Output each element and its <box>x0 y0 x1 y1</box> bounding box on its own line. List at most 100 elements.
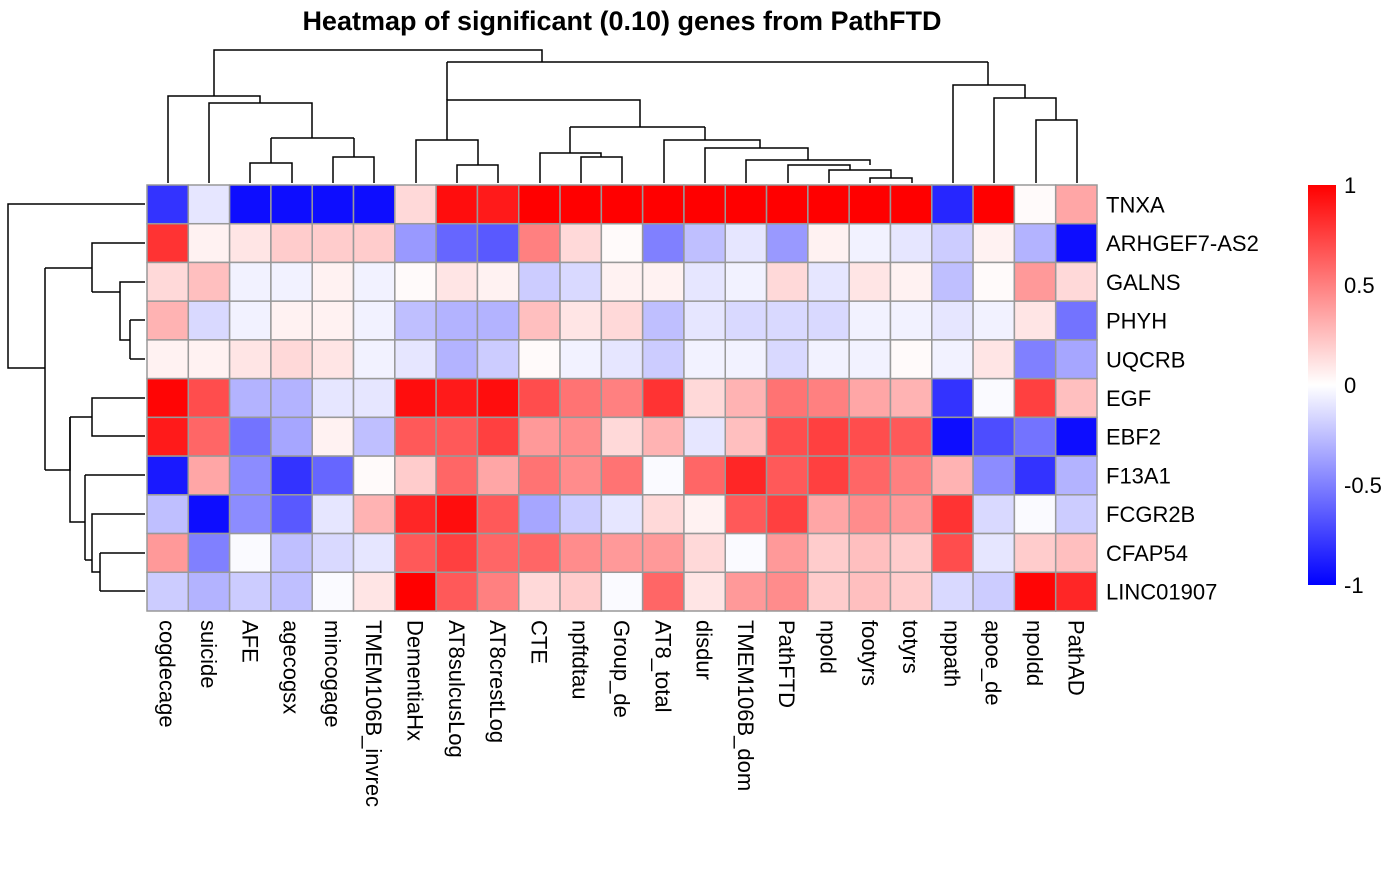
heat-cell <box>641 184 685 225</box>
column-label: apoe_de <box>981 620 1006 706</box>
heat-cell <box>724 377 768 419</box>
heat-cell <box>931 571 974 612</box>
heat-cell <box>683 571 727 612</box>
heat-cell <box>889 261 933 302</box>
heat-cell <box>559 455 603 496</box>
column-label: nppath <box>939 620 964 687</box>
heat-cell <box>146 339 190 380</box>
heat-cell <box>476 339 520 380</box>
heat-cell <box>228 571 272 612</box>
heat-cell <box>1054 571 1098 612</box>
heat-cell <box>972 184 1016 225</box>
heat-cell <box>931 184 974 225</box>
row-label: EBF2 <box>1106 425 1161 450</box>
heat-cell <box>600 339 644 380</box>
column-label: TMEM106B_invrec <box>361 620 386 807</box>
column-label: npold <box>816 620 841 674</box>
heat-cell <box>807 571 850 612</box>
heat-cell <box>848 532 892 574</box>
heat-cell <box>352 339 396 380</box>
heat-cell <box>889 377 933 419</box>
heat-cell <box>724 494 768 535</box>
heat-cell <box>476 494 520 535</box>
heat-cell <box>600 532 644 574</box>
heat-cell <box>931 377 974 419</box>
column-label: agecogsx <box>279 620 304 714</box>
column-label: PathAD <box>1063 620 1088 696</box>
heat-cell <box>807 300 850 341</box>
heat-cell <box>724 339 768 380</box>
heat-cell <box>559 494 603 535</box>
row-label: PHYH <box>1106 309 1167 334</box>
row-label: EGF <box>1106 386 1151 411</box>
heat-cell <box>765 494 809 535</box>
heat-cell <box>352 300 396 341</box>
heat-cell <box>724 184 768 225</box>
heat-cell <box>311 455 355 496</box>
heat-cell <box>352 494 396 535</box>
heat-cell <box>765 532 809 574</box>
heat-cell <box>889 571 933 612</box>
heat-cell <box>807 339 850 380</box>
heat-cell <box>394 571 437 612</box>
heat-cell <box>807 184 850 225</box>
heat-cell <box>270 300 313 341</box>
heat-cell <box>394 184 437 225</box>
heat-cell <box>931 339 974 380</box>
heat-cell <box>435 416 479 457</box>
heat-cell <box>765 377 809 419</box>
heat-cell <box>600 494 644 535</box>
heat-cell <box>889 339 933 380</box>
heat-cell <box>724 571 768 612</box>
heat-cell <box>146 532 190 574</box>
heat-cell <box>765 261 809 302</box>
heat-cell <box>931 494 974 535</box>
heat-cell <box>352 532 396 574</box>
heat-cell <box>765 300 809 341</box>
row-label: TNXA <box>1106 192 1165 217</box>
heat-cell <box>641 222 685 264</box>
heat-cell <box>228 532 272 574</box>
row-label: UQCRB <box>1106 347 1185 372</box>
heat-cell <box>187 339 231 380</box>
heat-cell <box>435 184 479 225</box>
heat-cell <box>889 455 933 496</box>
column-label: npoldd <box>1022 620 1047 686</box>
heat-cell <box>683 377 727 419</box>
heat-cell <box>765 455 809 496</box>
heat-cell <box>1054 184 1098 225</box>
heat-cell <box>765 571 809 612</box>
heat-cell <box>1013 377 1057 419</box>
heat-cell <box>600 416 644 457</box>
heat-cell <box>931 261 974 302</box>
row-label: F13A1 <box>1106 463 1171 488</box>
heat-cell <box>600 261 644 302</box>
heat-cell <box>559 261 603 302</box>
heat-cell <box>435 377 479 419</box>
heat-cell <box>848 494 892 535</box>
row-label: GALNS <box>1106 270 1181 295</box>
heat-cell <box>394 222 437 264</box>
column-label: TMEM106B_dom <box>733 620 758 791</box>
heat-cell <box>641 300 685 341</box>
heat-cell <box>600 184 644 225</box>
row-label: FCGR2B <box>1106 502 1195 527</box>
heat-cell <box>476 532 520 574</box>
heat-cell <box>1013 184 1057 225</box>
heat-cell <box>146 261 190 302</box>
heat-cell <box>1054 339 1098 380</box>
heat-cell <box>352 184 396 225</box>
heat-cell <box>972 416 1016 457</box>
heat-cell <box>394 339 437 380</box>
heat-cell <box>600 571 644 612</box>
heat-cell <box>146 222 190 264</box>
heat-cell <box>972 339 1016 380</box>
heat-cell <box>889 532 933 574</box>
heat-cell <box>228 222 272 264</box>
heat-cell <box>848 300 892 341</box>
heat-cell <box>228 494 272 535</box>
heat-cell <box>724 261 768 302</box>
column-label: totyrs <box>898 620 923 674</box>
heat-cell <box>435 571 479 612</box>
heat-cell <box>641 571 685 612</box>
